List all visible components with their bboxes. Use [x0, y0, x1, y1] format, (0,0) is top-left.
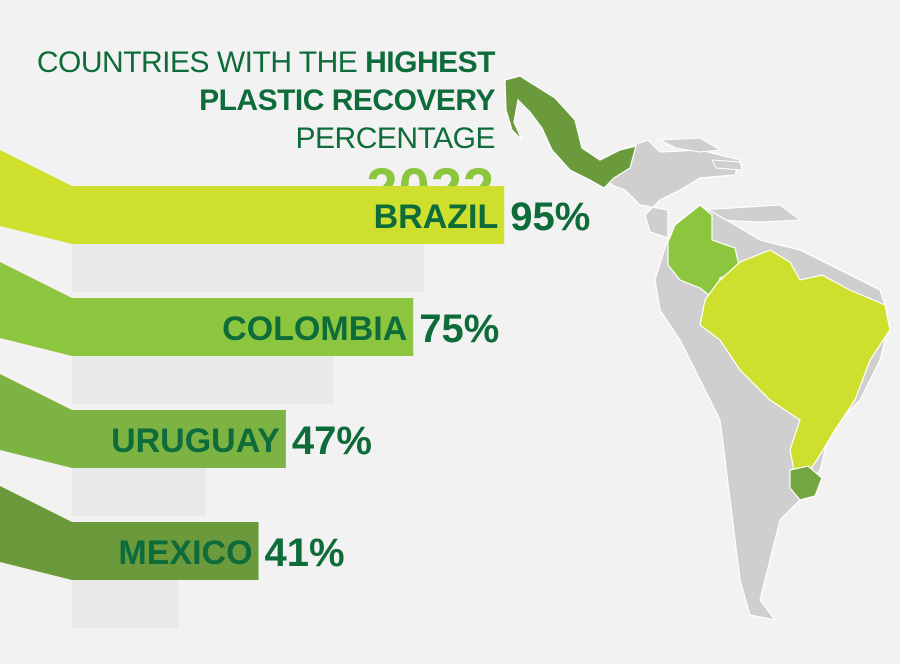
- bar-shelf-1: [72, 356, 334, 404]
- bar-colombia: [0, 262, 414, 356]
- bar-group-mexico: MEXICO 41%: [0, 486, 345, 628]
- bar-shelf-3: [72, 580, 179, 628]
- bar-shelf-2: [72, 468, 206, 516]
- bar-category-label: COLOMBIA: [222, 310, 407, 348]
- bar-uruguay: [0, 374, 286, 468]
- bar-category-label: BRAZIL: [374, 198, 499, 236]
- title-line-1-bold: HIGHEST: [365, 46, 495, 79]
- bar-brazil: [0, 150, 505, 244]
- bar-group-colombia: COLOMBIA 75%: [0, 262, 499, 404]
- map-mexico: [504, 75, 637, 189]
- bar-shelf-0: [72, 244, 425, 292]
- bar-value-label: 47%: [292, 419, 372, 463]
- bar-series: BRAZIL 95% COLOMBIA 75% URUGUAY 47% MEXICO 41%: [0, 150, 590, 628]
- bar-category-label: MEXICO: [118, 534, 252, 572]
- title-line-1: COUNTRIES WITH THE HIGHEST: [0, 44, 496, 82]
- bar-category-label: URUGUAY: [111, 422, 280, 460]
- title-line-2: PLASTIC RECOVERY PERCENTAGE: [0, 82, 495, 158]
- bar-value-label: 41%: [265, 531, 345, 575]
- bar-value-label: 75%: [419, 307, 499, 351]
- title-line-1-regular: COUNTRIES WITH THE: [36, 46, 366, 79]
- title-line-2-bold: PLASTIC RECOVERY: [199, 84, 495, 117]
- map-uruguay: [789, 465, 823, 501]
- map-colombia: [667, 204, 741, 302]
- latin-america-map: [504, 75, 891, 621]
- bar-group-brazil: BRAZIL 95%: [0, 150, 590, 292]
- map-central-america: [595, 139, 741, 239]
- title-line-2-regular: PERCENTAGE: [295, 122, 496, 155]
- bar-mexico: [0, 486, 259, 580]
- bar-group-uruguay: URUGUAY 47%: [0, 374, 372, 516]
- map-brazil: [699, 249, 891, 476]
- bar-value-label: 95%: [510, 195, 590, 239]
